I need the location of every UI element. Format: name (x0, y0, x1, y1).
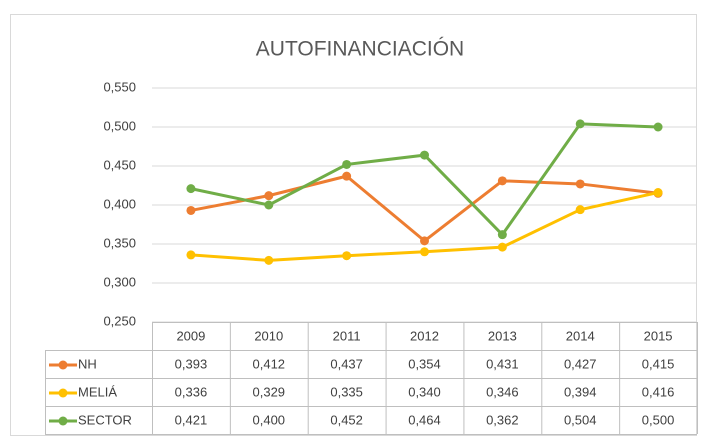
legend-key-marker (58, 416, 68, 426)
x-tick-label: 2012 (410, 328, 439, 343)
table-cell: 0,336 (175, 384, 208, 399)
x-tick-label: 2010 (254, 328, 283, 343)
table-cell: 0,431 (486, 356, 519, 371)
data-point (186, 205, 196, 215)
data-point (264, 200, 274, 210)
data-point (420, 236, 429, 246)
data-point (575, 119, 585, 129)
data-point (186, 250, 196, 260)
table-cell: 0,346 (486, 384, 519, 399)
table-cell: 0,464 (408, 412, 441, 427)
table-cell: 0,400 (253, 412, 286, 427)
data-point (420, 150, 429, 160)
table-cell: 0,415 (642, 356, 675, 371)
table-cell: 0,421 (175, 412, 208, 427)
chart-border (10, 14, 697, 436)
table-cell: 0,393 (175, 356, 208, 371)
y-tick-label: 0,400 (103, 196, 136, 211)
table-cell: 0,452 (330, 412, 363, 427)
legend-label: SECTOR (78, 412, 132, 427)
x-tick-label: 2009 (176, 328, 205, 343)
data-point (497, 230, 507, 240)
y-tick-label: 0,550 (103, 79, 136, 94)
x-tick-label: 2015 (644, 328, 673, 343)
table-cell: 0,427 (564, 356, 597, 371)
table-cell: 0,416 (642, 384, 675, 399)
data-point (653, 122, 663, 132)
y-tick-label: 0,350 (103, 235, 136, 250)
legend-key-marker (58, 388, 68, 398)
data-point (264, 255, 274, 265)
y-tick-label: 0,500 (103, 118, 136, 133)
legend-label: NH (78, 356, 97, 371)
table-cell: 0,329 (253, 384, 286, 399)
x-tick-label: 2014 (566, 328, 595, 343)
table-cell: 0,437 (330, 356, 363, 371)
chart-title: AUTOFINANCIACIÓN (256, 38, 464, 61)
table-cell: 0,362 (486, 412, 519, 427)
table-cell: 0,340 (408, 384, 441, 399)
y-tick-label: 0,300 (103, 274, 136, 289)
y-tick-label: 0,450 (103, 157, 136, 172)
table-cell: 0,504 (564, 412, 597, 427)
data-point (186, 184, 196, 194)
data-point (497, 242, 507, 252)
legend-key-marker (58, 360, 68, 370)
data-point (342, 159, 352, 169)
table-cell: 0,412 (253, 356, 286, 371)
data-point (575, 179, 585, 189)
x-tick-label: 2011 (333, 328, 361, 343)
data-point (264, 191, 274, 201)
data-point (497, 176, 507, 186)
data-point (575, 205, 585, 215)
legend-label: MELIÁ (78, 384, 117, 399)
table-cell: 0,394 (564, 384, 597, 399)
x-tick-label: 2013 (488, 328, 517, 343)
table-cell: 0,335 (330, 384, 363, 399)
data-point (342, 171, 352, 181)
table-cell: 0,500 (642, 412, 675, 427)
y-tick-label: 0,250 (103, 313, 136, 328)
data-point (653, 188, 663, 198)
data-point (420, 247, 429, 257)
table-cell: 0,354 (408, 356, 441, 371)
data-point (342, 251, 352, 261)
